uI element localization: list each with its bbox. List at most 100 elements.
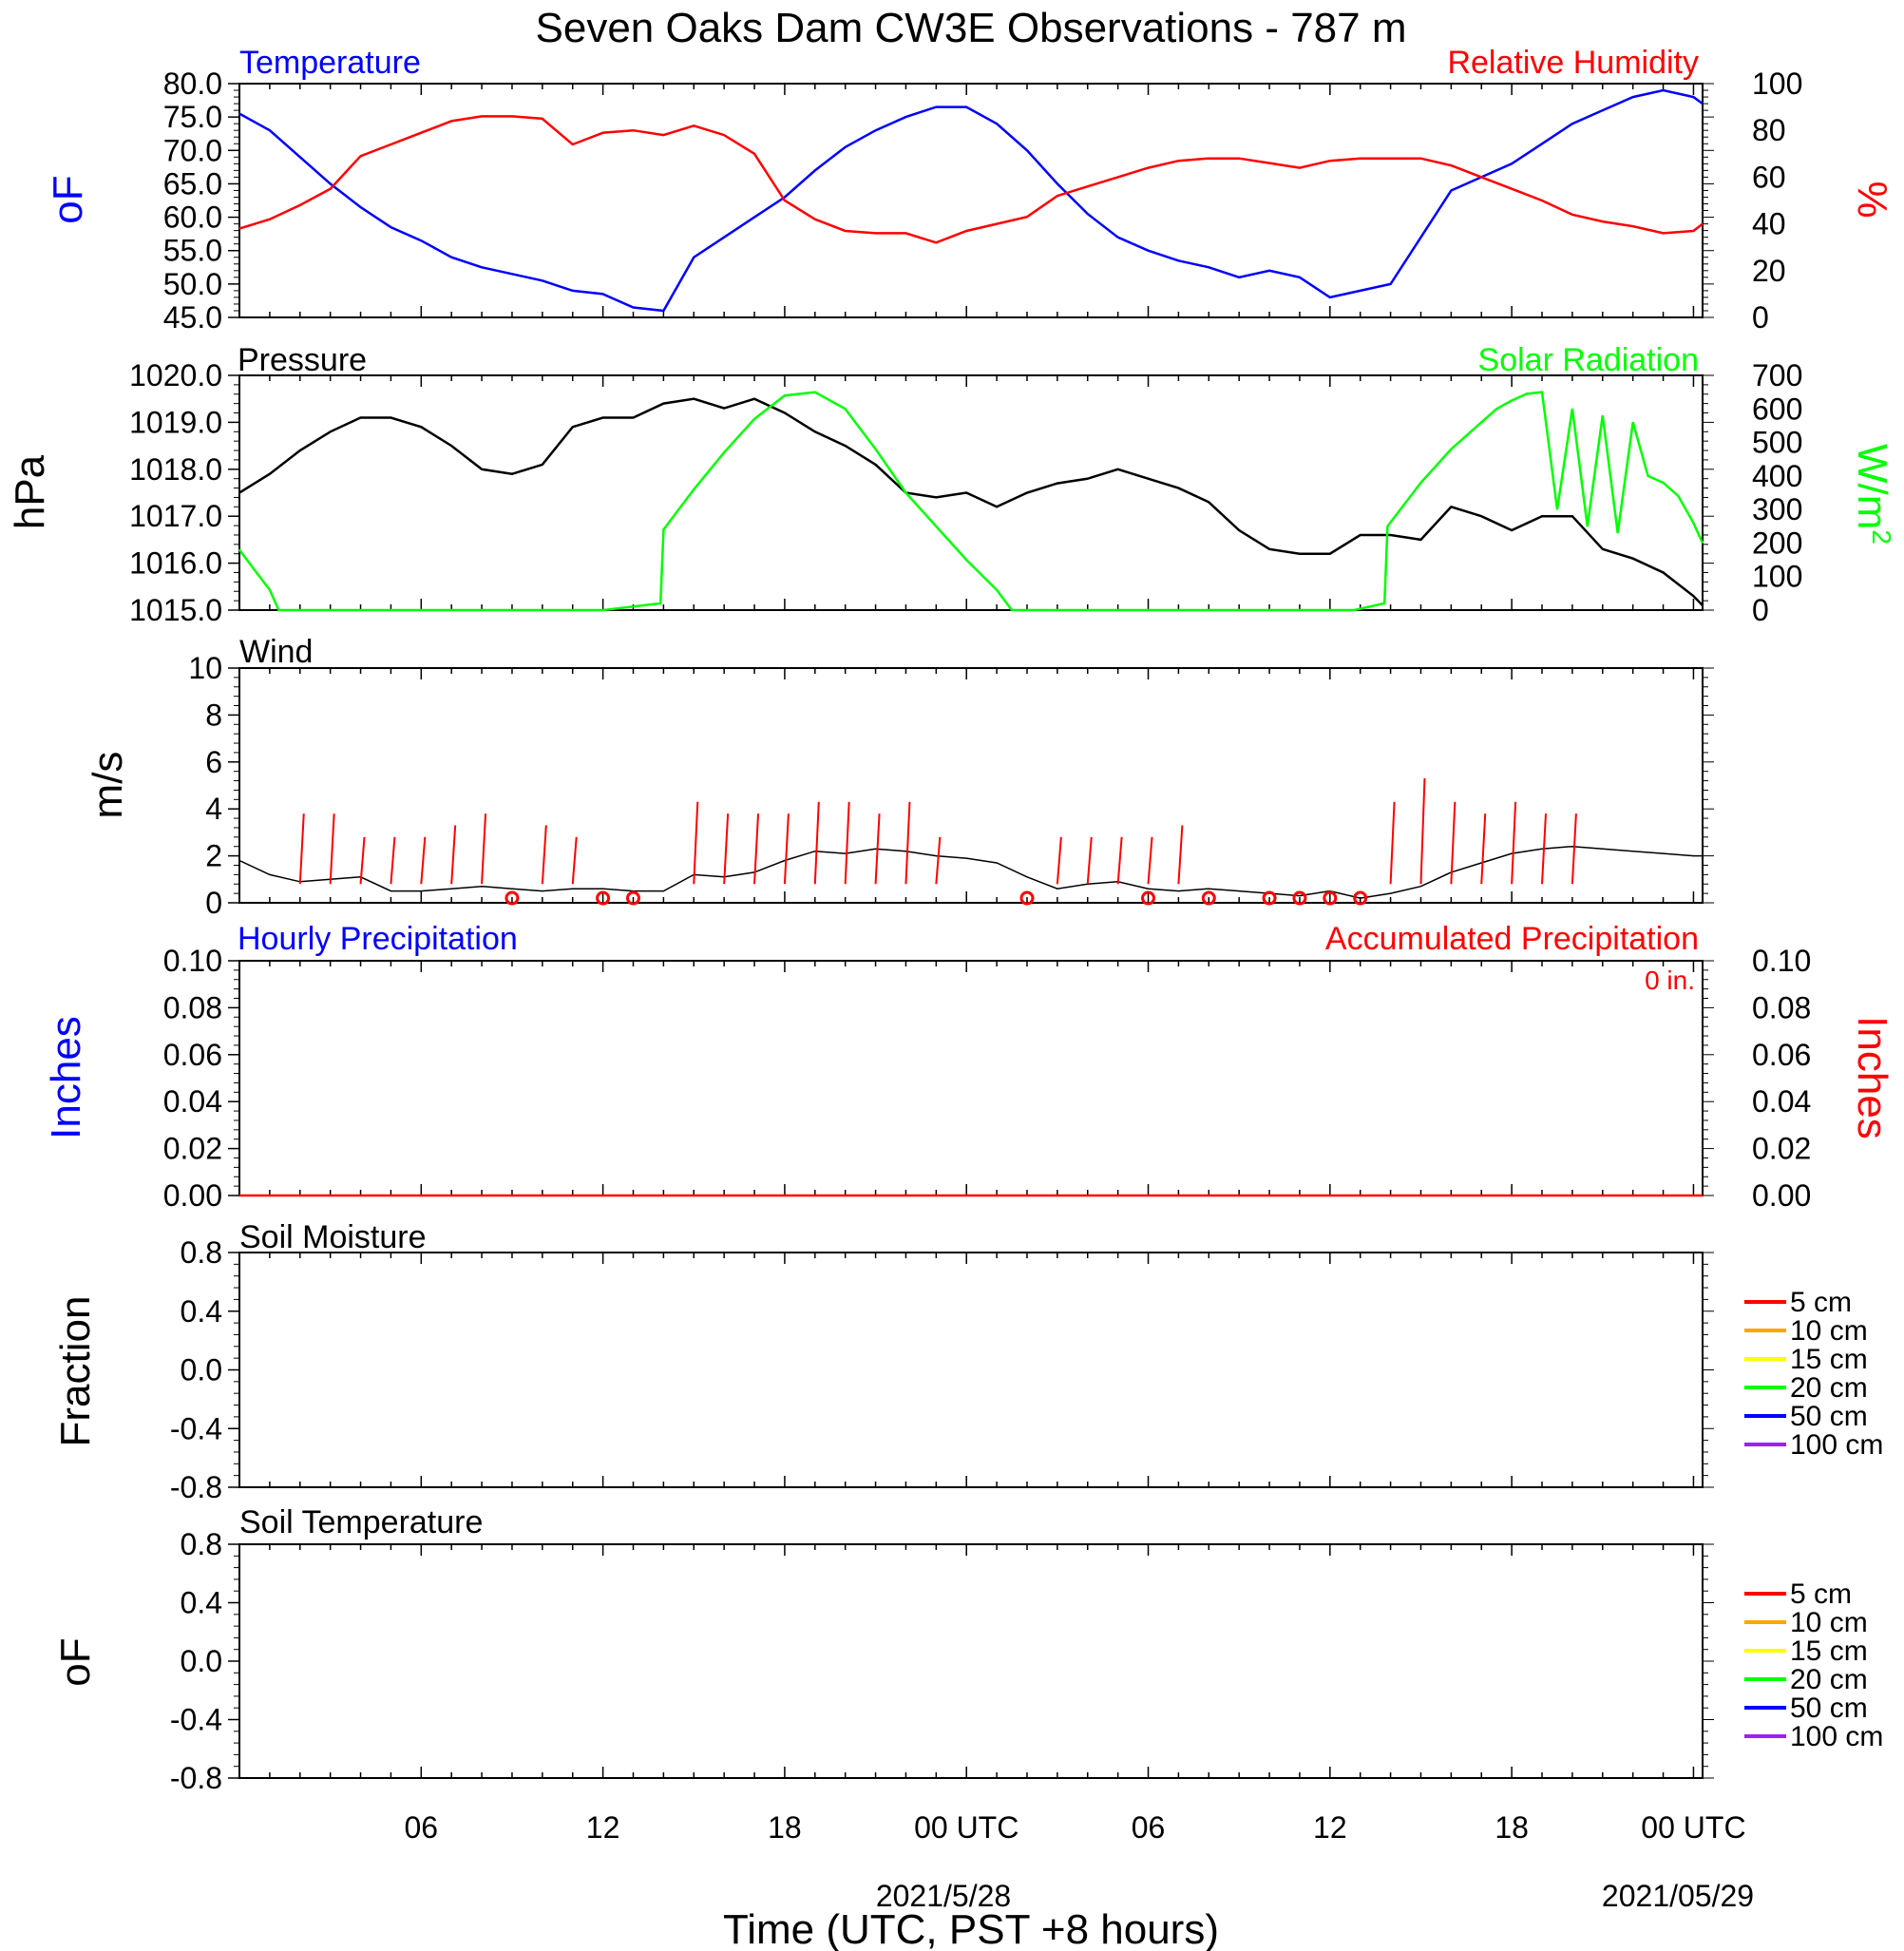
wind-point xyxy=(542,890,543,892)
wind-point xyxy=(1177,890,1180,892)
temperature-point xyxy=(1268,270,1270,272)
pressure-point xyxy=(693,398,695,400)
relative-humidity-point xyxy=(1602,220,1604,222)
pressure-point xyxy=(814,430,816,432)
y-tick-label: 0.08 xyxy=(163,990,222,1024)
solar-radiation-point xyxy=(1026,609,1028,611)
relative-humidity-point xyxy=(965,230,967,232)
solar-radiation-point xyxy=(845,408,847,410)
temperature-point xyxy=(1177,259,1180,261)
solar-radiation-point xyxy=(1632,421,1634,423)
calm-wind-marker xyxy=(625,890,640,906)
pressure-point xyxy=(784,411,786,414)
x-tick-label: 06 xyxy=(405,1810,439,1845)
relative-humidity-point xyxy=(1389,158,1392,160)
wind-point xyxy=(420,890,422,892)
relative-humidity-point xyxy=(390,143,392,145)
relative-humidity-point xyxy=(632,129,635,131)
pressure-point xyxy=(935,496,937,499)
wind-barb xyxy=(844,801,850,885)
wind-barb xyxy=(935,836,942,885)
solar-radiation-point xyxy=(511,609,513,611)
solar-radiation-point xyxy=(1556,508,1558,510)
y-right-tick-label: 0 xyxy=(1752,300,1769,335)
plot-frame xyxy=(238,83,1704,318)
wind-point xyxy=(1541,848,1543,850)
pressure-point xyxy=(1389,534,1392,536)
y-tick-label: 0.4 xyxy=(181,1586,222,1620)
temperature-point xyxy=(1632,96,1634,98)
wind-barb xyxy=(1116,836,1123,885)
pressure-point xyxy=(662,403,664,405)
solar-radiation-point xyxy=(1571,408,1573,410)
relative-humidity-point xyxy=(420,132,422,134)
x-tick-label: 18 xyxy=(768,1810,802,1845)
solar-radiation-point xyxy=(753,418,755,420)
wind-point xyxy=(935,855,937,857)
wind-point xyxy=(1026,876,1028,878)
pressure-point xyxy=(420,426,422,428)
relative-humidity-point xyxy=(238,227,240,230)
figure-title: Seven Oaks Dam CW3E Observations - 787 m xyxy=(536,5,1407,51)
y-right-tick-label: 40 xyxy=(1752,207,1786,241)
temperature-point xyxy=(1147,250,1150,252)
relative-humidity-point xyxy=(481,115,483,118)
legend-label: 15 cm xyxy=(1790,1635,1868,1667)
wind-barb xyxy=(783,813,790,885)
humidity-title: Relative Humidity xyxy=(1447,45,1699,81)
y-right-tick-label: 400 xyxy=(1752,459,1802,493)
calm-wind-marker xyxy=(1201,890,1216,906)
wind-point xyxy=(1602,848,1604,850)
solar-axis-label: W/m2 xyxy=(1849,444,1897,545)
date-label-1: 2021/5/28 xyxy=(876,1879,1011,1913)
temperature-point xyxy=(1360,290,1361,292)
x-tick-label: 12 xyxy=(1313,1810,1347,1845)
x-tick-label: 00 UTC xyxy=(914,1810,1019,1845)
x-tick-label: 12 xyxy=(586,1810,620,1845)
relative-humidity-point xyxy=(450,120,452,122)
wind-barb xyxy=(390,836,396,885)
relative-humidity-point xyxy=(1360,158,1361,160)
wind-barb xyxy=(723,813,730,885)
solar-radiation-point xyxy=(238,548,240,551)
legend-label: 10 cm xyxy=(1790,1607,1868,1638)
y-right-tick-label: 0.00 xyxy=(1752,1178,1811,1213)
relative-humidity-point xyxy=(299,204,301,206)
relative-humidity-point xyxy=(1117,176,1119,178)
y-right-tick-label: 0.06 xyxy=(1752,1038,1811,1072)
soil-moisture-title: Soil Moisture xyxy=(239,1219,427,1255)
solar-radiation-point xyxy=(1353,609,1355,611)
pressure-point xyxy=(1147,478,1150,480)
wind-point xyxy=(481,886,483,888)
relative-humidity-point xyxy=(542,118,543,120)
time-axis: 06 12 18 00 UTC 06 12 18 00 UTC xyxy=(405,1810,1746,1845)
relative-humidity-point xyxy=(662,134,664,136)
pressure-point xyxy=(1602,548,1604,550)
relative-humidity-line xyxy=(238,115,1704,244)
relative-humidity-point xyxy=(723,134,725,136)
pressure-point xyxy=(632,416,635,419)
calm-wind-marker xyxy=(505,890,520,906)
y-right-tick-label: 0.10 xyxy=(1752,944,1811,978)
temperature-point xyxy=(1329,296,1331,298)
legend-label: 10 cm xyxy=(1790,1315,1868,1347)
y-right-tick-label: 60 xyxy=(1752,160,1786,194)
calm-wind-marker xyxy=(1323,890,1338,906)
soil-temperature-title: Soil Temperature xyxy=(239,1504,483,1540)
y-tick-label: 0.8 xyxy=(181,1527,222,1561)
y-tick-label: 0.4 xyxy=(181,1294,222,1329)
pressure-point xyxy=(1026,491,1028,494)
wind-barb xyxy=(753,813,760,885)
temperature-point xyxy=(753,216,755,219)
solar-radiation-point xyxy=(1480,421,1482,423)
wind-barb xyxy=(1389,801,1396,885)
x-tick-label: 00 UTC xyxy=(1641,1810,1745,1845)
y-tick-label: 60.0 xyxy=(163,201,222,235)
pressure-solar-panel: 1020.0 1019.0 1018.0 1017.0 1016.0 1015.0 7006… xyxy=(129,358,1802,627)
temperature-point xyxy=(874,129,877,131)
solar-radiation-line xyxy=(238,391,1704,612)
temperature-point xyxy=(572,290,574,292)
plot-frame xyxy=(238,667,1704,904)
y-tick-label: -0.4 xyxy=(170,1411,222,1445)
